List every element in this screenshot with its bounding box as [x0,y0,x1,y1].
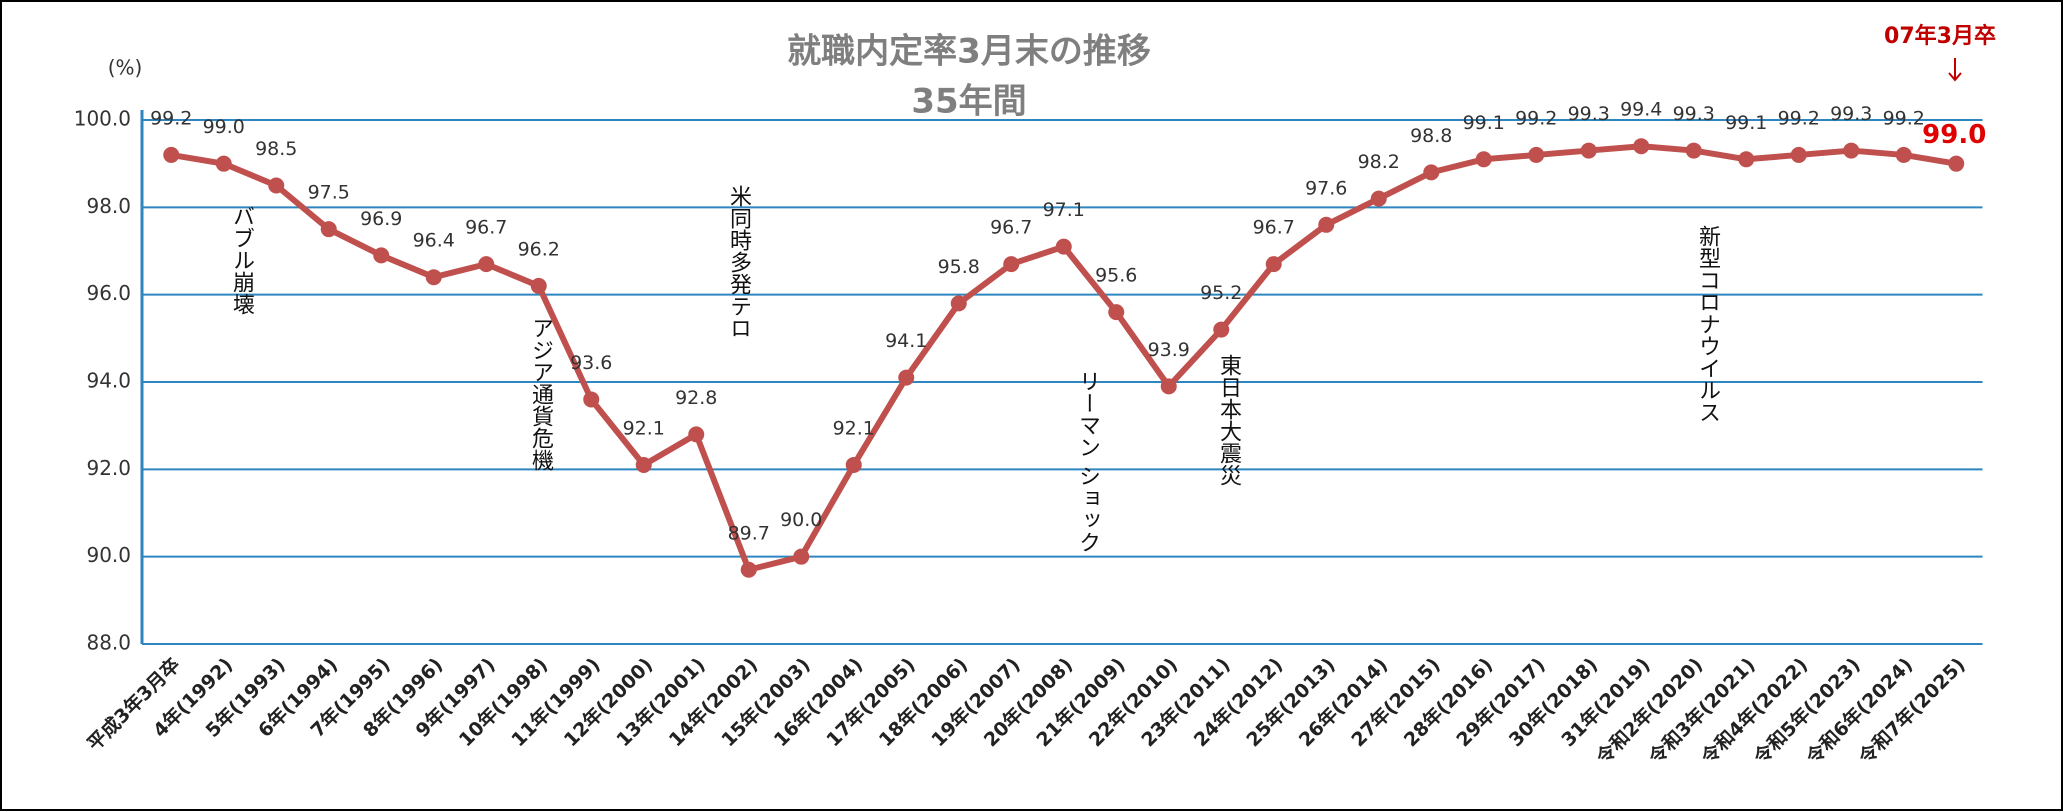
data-point [1318,216,1335,233]
data-point [1265,256,1282,273]
data-label: 95.2 [1200,282,1242,304]
data-label: 98.8 [1410,125,1452,147]
annotation: 米同時多発テロ [726,185,752,339]
data-point [320,221,337,238]
data-label: 99.3 [1673,103,1715,125]
data-point [845,456,862,473]
data-point [793,548,810,565]
data-label: 99.2 [1778,107,1820,129]
data-label: 96.7 [1253,217,1295,239]
data-point [530,277,547,294]
annotation: リーマン ショック [1075,370,1100,553]
data-label: 99.2 [1515,107,1557,129]
annotation: アジア通貨危機 [528,317,554,471]
data-point [373,247,390,264]
chart-title: 就職内定率3月末の推移 [787,32,1151,72]
data-point [1108,304,1125,321]
y-tick-label: 96.0 [86,281,131,305]
data-point [1055,238,1072,255]
chart-subtitle: 35年間 [911,82,1026,122]
data-label: 90.0 [780,509,822,531]
data-label: 99.1 [1725,112,1767,134]
data-label: 99.3 [1830,103,1872,125]
data-point [635,456,652,473]
data-point [163,146,180,163]
data-label: 99.0 [1922,120,1986,150]
data-point [740,561,757,578]
data-label: 92.1 [833,417,875,439]
data-point [1423,164,1440,181]
data-label: 89.7 [728,522,770,544]
data-label: 99.3 [1568,103,1610,125]
data-label: 96.9 [360,208,402,230]
y-tick-label: 92.0 [86,456,131,480]
data-label: 96.4 [413,230,455,252]
y-tick-label: 88.0 [86,631,131,655]
y-tick-label: 90.0 [86,543,131,567]
corner-arrow [1948,58,1962,82]
annotation: バブル崩壊 [229,205,255,315]
data-point [215,155,232,172]
data-label: 93.6 [570,352,612,374]
data-label: 99.2 [1883,107,1925,129]
data-point [268,177,285,194]
data-point [1370,190,1387,207]
data-point [1685,142,1702,159]
data-point [478,256,495,273]
data-label: 92.8 [675,387,717,409]
data-point [583,391,600,408]
data-point [1003,256,1020,273]
data-point [1633,138,1650,155]
data-point [1790,146,1807,163]
data-label: 96.7 [465,217,507,239]
y-tick-label: 94.0 [86,369,131,393]
data-label: 96.2 [518,238,560,260]
data-label: 92.1 [623,417,665,439]
data-point [898,369,915,386]
data-label: 95.8 [938,256,980,278]
data-point [1580,142,1597,159]
data-label: 98.5 [255,138,297,160]
data-label: 99.2 [150,107,192,129]
annotation: 新型コロナウイルス [1695,225,1721,423]
data-label: 98.2 [1358,151,1400,173]
data-point [425,269,442,286]
data-label: 93.9 [1148,339,1190,361]
y-axis-label: (%) [108,56,143,80]
data-label: 97.5 [308,182,350,204]
data-point [950,295,967,312]
data-label: 99.0 [203,116,245,138]
data-point [1213,321,1230,338]
y-tick-label: 98.0 [86,194,131,218]
data-point [1738,151,1755,168]
data-point [1160,378,1177,395]
data-point [1528,146,1545,163]
data-label: 96.7 [990,217,1032,239]
data-label: 95.6 [1095,265,1137,287]
data-point [1475,151,1492,168]
data-point [1895,146,1912,163]
data-label: 97.6 [1305,177,1347,199]
data-label: 99.4 [1620,99,1662,121]
data-point [688,426,705,443]
data-label: 99.1 [1463,112,1505,134]
corner-note: 07年3月卒 [1884,23,1996,49]
data-label: 97.1 [1043,199,1085,221]
data-label: 94.1 [885,330,927,352]
data-point [1948,155,1965,172]
annotation: 東日本大震災 [1216,354,1242,486]
y-tick-label: 100.0 [74,107,131,131]
data-point [1843,142,1860,159]
